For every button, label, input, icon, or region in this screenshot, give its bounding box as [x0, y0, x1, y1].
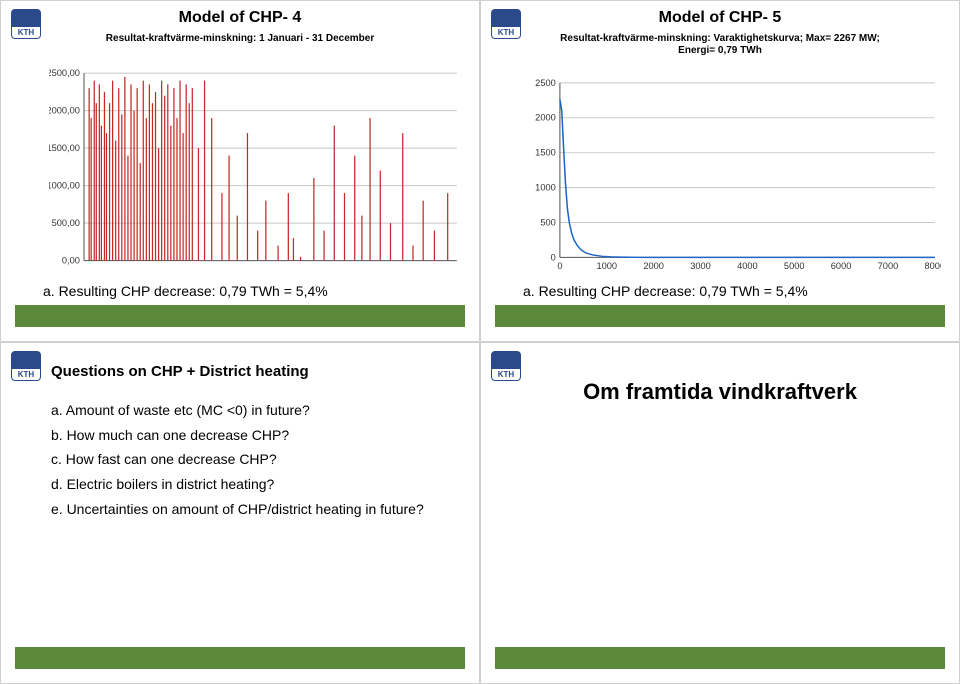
caption-chp5: a. Resulting CHP decrease: 0,79 TWh = 5,…: [523, 283, 808, 299]
slide-title-chp5: Model of CHP- 5: [491, 9, 949, 27]
question-item: c. How fast can one decrease CHP?: [51, 449, 469, 471]
svg-text:1000: 1000: [596, 261, 617, 271]
svg-text:3000: 3000: [690, 261, 711, 271]
question-item: b. How much can one decrease CHP?: [51, 425, 469, 447]
svg-text:2500: 2500: [535, 79, 556, 88]
kth-logo-text: KTH: [492, 369, 520, 380]
svg-text:1000,00: 1000,00: [49, 181, 80, 191]
svg-text:1500,00: 1500,00: [49, 143, 80, 153]
svg-text:0: 0: [557, 261, 562, 271]
chart-chp4: 0,00 500,00 1000,00 1500,00 2000,00 2500,00: [49, 69, 461, 275]
footer-bar-framtida: [495, 647, 945, 669]
framtida-title: Om framtida vindkraftverk: [491, 379, 949, 405]
caption-chp4: a. Resulting CHP decrease: 0,79 TWh = 5,…: [43, 283, 328, 299]
slide-questions: KTH Questions on CHP + District heating …: [0, 342, 480, 684]
slide-title-chp4: Model of CHP- 4: [11, 9, 469, 27]
kth-logo-icon: KTH: [491, 9, 519, 37]
page: KTH Model of CHP- 4 Resultat-kraftvärme-…: [0, 0, 960, 684]
footer-bar-chp4: [15, 305, 465, 327]
svg-text:1500: 1500: [535, 148, 556, 158]
slide-subtitle-chp4: Resultat-kraftvärme-minskning: 1 Januari…: [11, 33, 469, 45]
svg-text:1000: 1000: [535, 183, 556, 193]
svg-text:2000: 2000: [535, 113, 556, 123]
questions-list: a. Amount of waste etc (MC <0) in future…: [51, 400, 469, 520]
chart-chp5: 0 500 1000 1500 2000 2500 0 1000 2000 3000 4000 500…: [529, 79, 941, 275]
svg-text:5000: 5000: [784, 261, 805, 271]
kth-logo-icon: KTH: [11, 351, 39, 379]
kth-logo-text: KTH: [492, 27, 520, 38]
question-item: d. Electric boilers in district heating?: [51, 474, 469, 496]
svg-text:6000: 6000: [831, 261, 852, 271]
questions-heading: Questions on CHP + District heating: [51, 363, 469, 380]
kth-logo-icon: KTH: [491, 351, 519, 379]
kth-logo-icon: KTH: [11, 9, 39, 37]
svg-text:500,00: 500,00: [52, 218, 80, 228]
question-item: e. Uncertainties on amount of CHP/distri…: [51, 499, 469, 521]
slide-subtitle-chp5-l1: Resultat-kraftvärme-minskning: Varaktigh…: [491, 33, 949, 45]
svg-text:0,00: 0,00: [62, 256, 80, 266]
slide-chp4: KTH Model of CHP- 4 Resultat-kraftvärme-…: [0, 0, 480, 342]
chart-svg-chp4: 0,00 500,00 1000,00 1500,00 2000,00 2500,00: [49, 69, 461, 275]
svg-text:2500,00: 2500,00: [49, 69, 80, 78]
svg-text:0: 0: [551, 253, 556, 263]
kth-logo-text: KTH: [12, 369, 40, 380]
slide-subtitle-chp5-l2: Energi= 0,79 TWh: [491, 45, 949, 57]
question-item: a. Amount of waste etc (MC <0) in future…: [51, 400, 469, 422]
svg-text:4000: 4000: [737, 261, 758, 271]
slide-chp5: KTH Model of CHP- 5 Resultat-kraftvärme-…: [480, 0, 960, 342]
kth-logo-text: KTH: [12, 27, 40, 38]
svg-text:7000: 7000: [878, 261, 899, 271]
chart-svg-chp5: 0 500 1000 1500 2000 2500 0 1000 2000 3000 4000 500…: [529, 79, 941, 275]
svg-text:2000,00: 2000,00: [49, 106, 80, 116]
svg-text:500: 500: [540, 218, 555, 228]
footer-bar-questions: [15, 647, 465, 669]
svg-text:2000: 2000: [643, 261, 664, 271]
footer-bar-chp5: [495, 305, 945, 327]
slide-framtida: KTH Om framtida vindkraftverk: [480, 342, 960, 684]
svg-text:8000: 8000: [925, 261, 941, 271]
